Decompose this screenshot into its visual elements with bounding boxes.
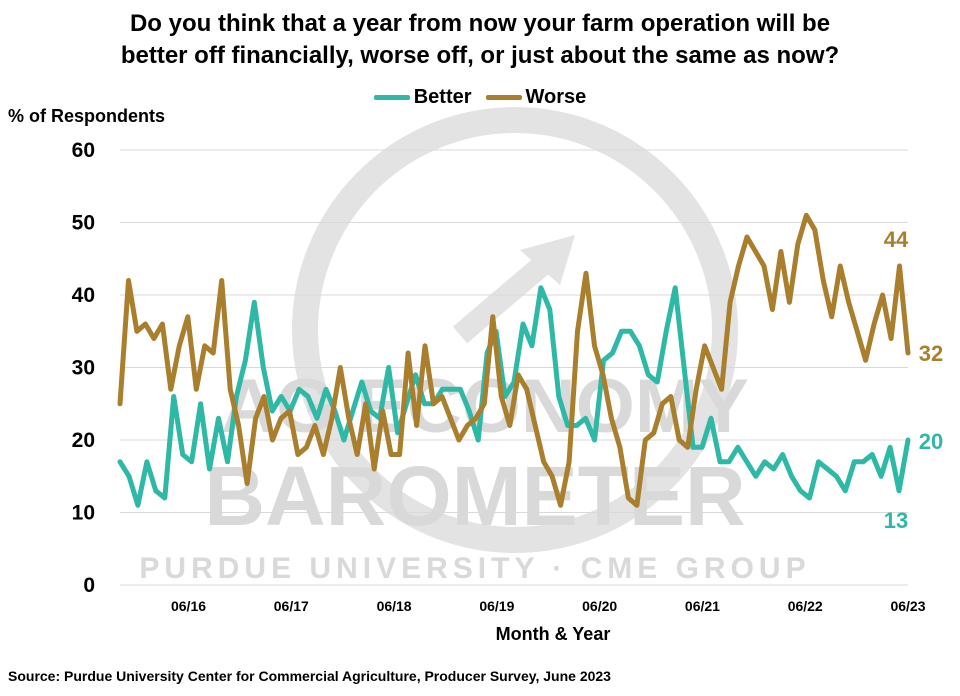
better-last-label: 20 (919, 429, 943, 454)
watermark: AG ECONOMY BAROMETER PURDUE UNIVERSITY ·… (139, 107, 810, 585)
x-tick-label: 06/22 (788, 598, 823, 614)
watermark-line-3: PURDUE UNIVERSITY · CME GROUP (139, 552, 810, 585)
y-tick-label: 40 (72, 284, 95, 307)
series-line-better (117, 285, 911, 508)
chart-title: Do you think that a year from now your f… (0, 8, 960, 72)
x-axis-ticks: 06/16 06/17 06/18 06/19 06/20 06/21 06/22 06/23 (171, 598, 926, 614)
y-axis-title: % of Respondents (8, 106, 166, 126)
x-tick-label: 06/20 (582, 598, 617, 614)
x-tick-label: 06/18 (377, 598, 412, 614)
y-tick-label: 20 (72, 429, 95, 452)
watermark-line-2: BAROMETER (204, 449, 745, 543)
x-tick-label: 06/16 (171, 598, 206, 614)
legend-label-better: Better (413, 86, 472, 108)
legend-label-worse: Worse (525, 86, 587, 108)
watermark-needle-head (520, 235, 575, 285)
x-axis-title: Month & Year (496, 624, 611, 644)
y-tick-label: 60 (72, 139, 95, 162)
x-tick-label: 06/21 (685, 598, 720, 614)
legend-swatch-worse (485, 95, 522, 100)
title-line-1: Do you think that a year from now your f… (129, 10, 831, 37)
legend-swatch-better (373, 95, 410, 100)
worse-peak-label: 44 (884, 227, 909, 252)
series-lines (117, 212, 911, 508)
source-note: Source: Purdue University Center for Com… (8, 668, 611, 684)
x-tick-label: 06/23 (890, 598, 925, 614)
x-tick-label: 06/19 (479, 598, 514, 614)
worse-last-label: 32 (919, 341, 943, 366)
title-line-2: better off financially, worse off, or ju… (120, 42, 840, 69)
y-axis-ticks: 0 10 20 30 40 50 60 (72, 139, 95, 597)
legend-item-better: Better (373, 86, 472, 109)
y-tick-label: 50 (72, 212, 95, 235)
end-labels: 44 32 20 13 (884, 227, 943, 533)
x-tick-label: 06/17 (274, 598, 309, 614)
legend: Better Worse (0, 86, 960, 109)
y-tick-label: 30 (72, 357, 95, 380)
series-line-worse (117, 212, 911, 508)
y-tick-label: 10 (72, 502, 95, 525)
y-tick-label: 0 (83, 574, 95, 597)
legend-item-worse: Worse (485, 86, 587, 109)
better-low-label: 13 (884, 508, 908, 533)
